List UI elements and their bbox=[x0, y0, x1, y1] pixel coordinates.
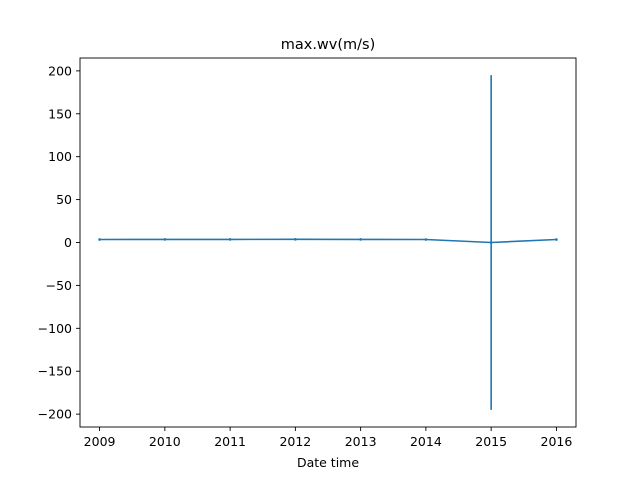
x-tick-label: 2010 bbox=[149, 434, 181, 449]
y-tick-label: −100 bbox=[38, 321, 72, 336]
data-point bbox=[228, 238, 232, 241]
data-point bbox=[555, 238, 558, 241]
x-tick-label: 2011 bbox=[214, 434, 246, 449]
data-point bbox=[489, 241, 493, 244]
chart-title: max.wv(m/s) bbox=[281, 37, 376, 53]
plot-area bbox=[79, 57, 577, 428]
y-axis: −200 −150 −100 −50 0 50 100 150 200 bbox=[38, 63, 80, 422]
y-tick-label: −50 bbox=[46, 278, 72, 293]
y-tick-label: 50 bbox=[56, 192, 72, 207]
data-point bbox=[359, 238, 362, 241]
x-tick-label: 2013 bbox=[345, 434, 377, 449]
y-tick-label: 100 bbox=[48, 149, 72, 164]
x-axis-label: Date time bbox=[297, 455, 359, 470]
x-axis: 2009 2010 2011 2012 2013 2014 2015 2016 bbox=[84, 427, 573, 449]
data-point bbox=[163, 238, 167, 241]
data-point bbox=[424, 238, 428, 241]
x-tick-label: 2012 bbox=[279, 434, 311, 449]
x-tick-label: 2014 bbox=[410, 434, 442, 449]
x-tick-label: 2015 bbox=[475, 434, 507, 449]
data-point bbox=[98, 238, 101, 241]
y-tick-label: −150 bbox=[38, 364, 72, 379]
series-line bbox=[99, 238, 557, 244]
x-tick-label: 2009 bbox=[84, 434, 116, 449]
data-point bbox=[294, 238, 297, 241]
x-tick-label: 2016 bbox=[541, 434, 573, 449]
y-tick-label: 200 bbox=[48, 63, 72, 78]
y-tick-label: 150 bbox=[48, 106, 72, 121]
y-tick-label: 0 bbox=[64, 235, 72, 250]
y-tick-label: −200 bbox=[38, 407, 72, 422]
